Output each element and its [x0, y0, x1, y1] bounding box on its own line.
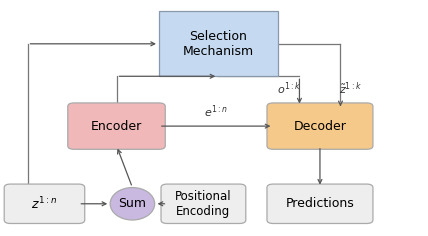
- Text: $e^{1:n}$: $e^{1:n}$: [204, 104, 228, 120]
- Text: Decoder: Decoder: [294, 120, 346, 133]
- Text: Selection
Mechanism: Selection Mechanism: [183, 30, 254, 58]
- FancyBboxPatch shape: [68, 103, 165, 149]
- Text: Sum: Sum: [119, 197, 146, 210]
- Text: $o^{1:k}$: $o^{1:k}$: [276, 80, 301, 97]
- FancyBboxPatch shape: [159, 11, 278, 76]
- Text: Positional
Encoding: Positional Encoding: [175, 190, 232, 218]
- FancyBboxPatch shape: [4, 184, 85, 223]
- FancyBboxPatch shape: [161, 184, 246, 223]
- Text: $z^{1:n}$: $z^{1:n}$: [31, 195, 57, 212]
- FancyBboxPatch shape: [267, 184, 373, 223]
- Text: Encoder: Encoder: [91, 120, 142, 133]
- Text: Predictions: Predictions: [285, 197, 354, 210]
- Text: $\tilde{z}^{1:k}$: $\tilde{z}^{1:k}$: [339, 80, 363, 97]
- Ellipse shape: [110, 188, 155, 220]
- FancyBboxPatch shape: [267, 103, 373, 149]
